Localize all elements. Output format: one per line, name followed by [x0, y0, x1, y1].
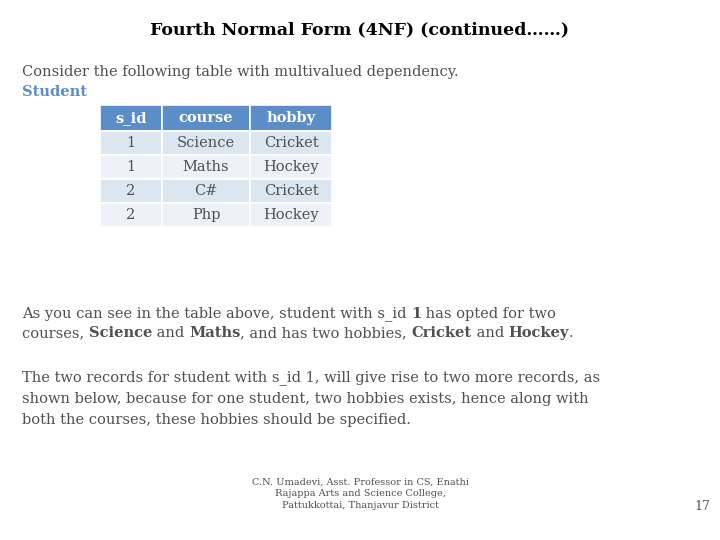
Text: Student: Student: [22, 85, 87, 99]
Text: 2: 2: [127, 184, 135, 198]
Text: 1: 1: [127, 160, 135, 174]
Text: and: and: [472, 326, 509, 340]
Text: , and has two hobbies,: , and has two hobbies,: [240, 326, 412, 340]
Bar: [162, 203, 250, 227]
Text: Cricket: Cricket: [412, 326, 472, 340]
Bar: [100, 203, 162, 227]
Text: and: and: [152, 326, 189, 340]
Text: Hockey: Hockey: [509, 326, 569, 340]
Text: Maths: Maths: [183, 160, 229, 174]
Bar: [162, 179, 250, 203]
Text: Hockey: Hockey: [264, 208, 319, 222]
Text: Php: Php: [192, 208, 220, 222]
Text: courses,: courses,: [22, 326, 89, 340]
Text: 1: 1: [127, 136, 135, 150]
Text: Fourth Normal Form (4NF) (continued……): Fourth Normal Form (4NF) (continued……): [150, 22, 570, 38]
Text: Cricket: Cricket: [264, 184, 318, 198]
Text: 17: 17: [694, 500, 710, 512]
Text: 2: 2: [127, 208, 135, 222]
Text: The two records for student with s_id 1, will give rise to two more records, as: The two records for student with s_id 1,…: [22, 370, 600, 386]
Text: Maths: Maths: [189, 326, 240, 340]
Text: C.N. Umadevi, Asst. Professor in CS, Enathi: C.N. Umadevi, Asst. Professor in CS, Ena…: [251, 477, 469, 487]
Bar: [100, 131, 162, 155]
Text: Cricket: Cricket: [264, 136, 318, 150]
Bar: [162, 105, 250, 131]
Text: course: course: [179, 111, 233, 125]
Bar: [100, 179, 162, 203]
Text: Pattukkottai, Thanjavur District: Pattukkottai, Thanjavur District: [282, 502, 438, 510]
Text: As you can see in the table above, student with s_id: As you can see in the table above, stude…: [22, 307, 411, 321]
Text: hobby: hobby: [266, 111, 315, 125]
Text: shown below, because for one student, two hobbies exists, hence along with: shown below, because for one student, tw…: [22, 392, 589, 406]
Bar: [250, 105, 332, 131]
Bar: [100, 155, 162, 179]
Text: Science: Science: [89, 326, 152, 340]
Text: both the courses, these hobbies should be specified.: both the courses, these hobbies should b…: [22, 413, 411, 427]
Bar: [100, 105, 162, 131]
Text: has opted for two: has opted for two: [421, 307, 557, 321]
Bar: [250, 155, 332, 179]
Text: C#: C#: [194, 184, 217, 198]
Text: 1: 1: [411, 307, 421, 321]
Text: Rajappa Arts and Science College,: Rajappa Arts and Science College,: [274, 489, 446, 498]
Bar: [162, 155, 250, 179]
Text: s_id: s_id: [115, 111, 147, 125]
Bar: [250, 179, 332, 203]
Text: Science: Science: [177, 136, 235, 150]
Text: Consider the following table with multivalued dependency.: Consider the following table with multiv…: [22, 65, 459, 79]
Bar: [162, 131, 250, 155]
Bar: [250, 203, 332, 227]
Bar: [250, 131, 332, 155]
Text: Hockey: Hockey: [264, 160, 319, 174]
Text: .: .: [569, 326, 574, 340]
